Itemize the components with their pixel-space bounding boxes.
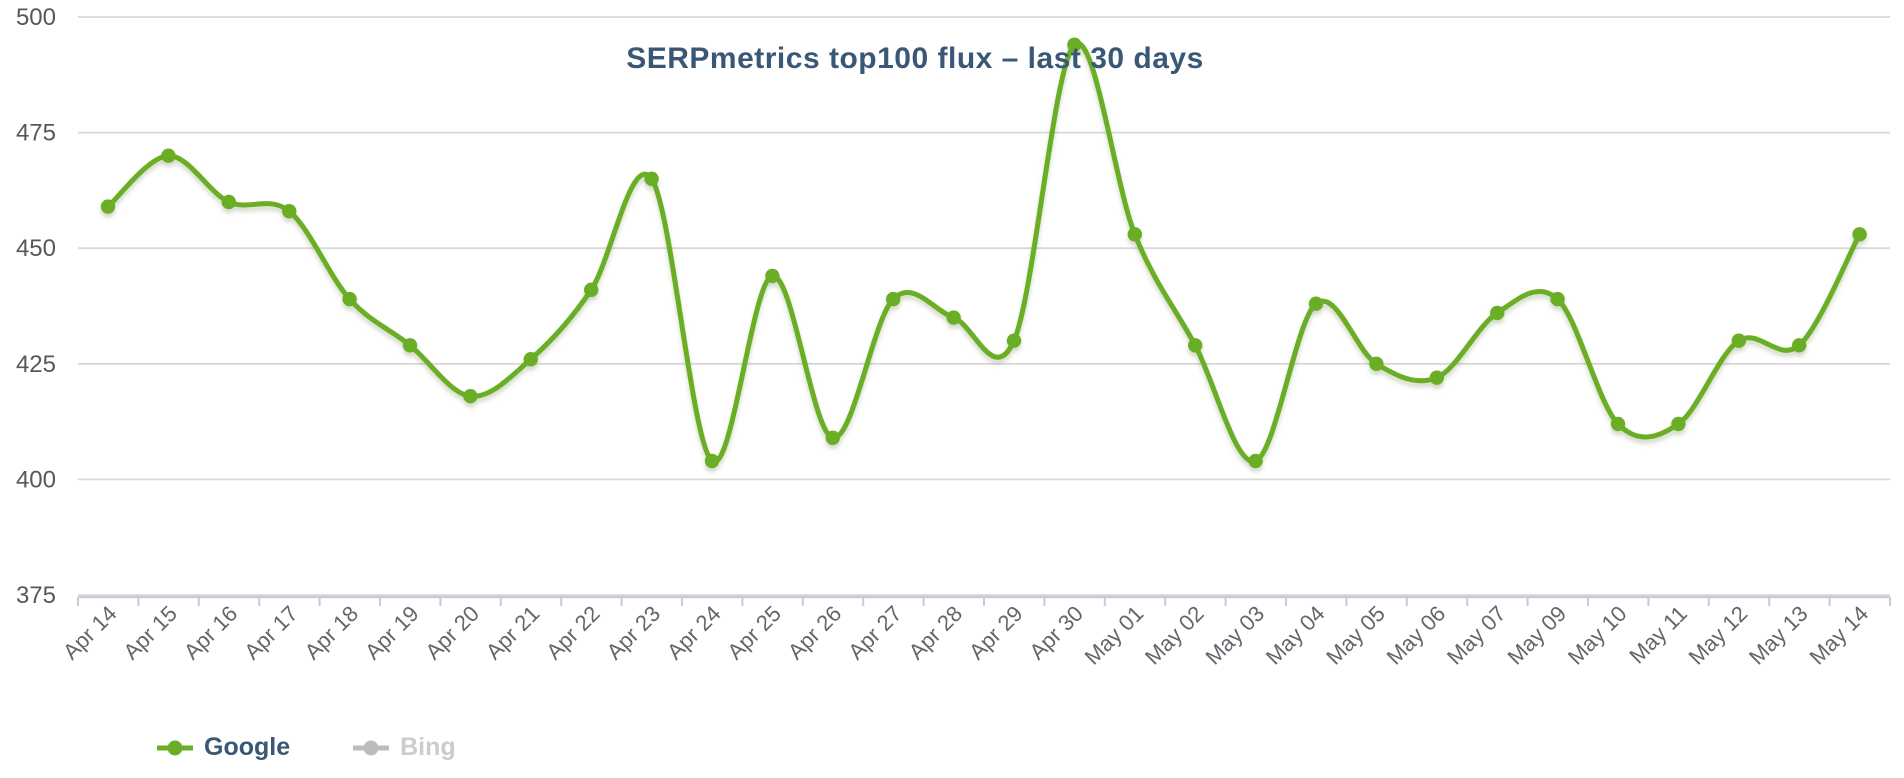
google-data-point[interactable] <box>1067 37 1082 52</box>
y-axis-label: 375 <box>16 582 56 609</box>
google-data-point[interactable] <box>704 453 720 469</box>
y-axis-label: 425 <box>16 351 56 378</box>
google-series <box>100 37 1867 469</box>
x-axis-label: May 06 <box>1382 601 1451 670</box>
google-data-point[interactable] <box>1490 305 1505 321</box>
x-axis-label: May 05 <box>1321 601 1390 670</box>
google-data-point[interactable] <box>523 351 538 367</box>
x-axis-label: Apr 30 <box>1024 601 1088 665</box>
x-axis-label: May 02 <box>1140 601 1209 670</box>
google-data-point[interactable] <box>946 310 961 325</box>
x-axis-label: May 04 <box>1261 601 1330 670</box>
x-axis-label: May 12 <box>1684 601 1753 670</box>
x-axis-label: Apr 16 <box>179 601 243 665</box>
legend-label-google: Google <box>204 733 291 761</box>
google-data-point[interactable] <box>100 199 116 214</box>
google-data-point[interactable] <box>221 194 236 210</box>
x-axis-label: Apr 29 <box>964 601 1028 665</box>
google-data-point[interactable] <box>1731 333 1747 348</box>
google-data-point[interactable] <box>463 388 478 404</box>
x-axis-label: Apr 15 <box>118 601 182 665</box>
x-axis-label: May 03 <box>1200 601 1269 670</box>
bing-series-marker-icon <box>353 740 390 755</box>
x-axis-label: Apr 23 <box>602 601 666 665</box>
x-axis-label: Apr 22 <box>541 601 605 665</box>
google-data-point[interactable] <box>825 430 840 445</box>
y-axis-label: 450 <box>16 235 56 262</box>
x-axis-label: Apr 17 <box>239 601 303 665</box>
x-axis-label: May 13 <box>1744 601 1813 670</box>
x-axis-label: Apr 18 <box>300 601 364 665</box>
chart-title: SERPmetrics top100 flux – last 30 days <box>626 42 1204 75</box>
google-data-point[interactable] <box>1188 338 1203 353</box>
x-axis-label: May 07 <box>1442 601 1511 670</box>
x-axis-label: May 10 <box>1563 601 1632 670</box>
google-data-point[interactable] <box>161 148 176 163</box>
x-axis-label: Apr 28 <box>904 601 968 665</box>
google-data-point[interactable] <box>1127 227 1143 242</box>
google-data-point[interactable] <box>1308 296 1324 311</box>
x-axis-label: Apr 25 <box>722 601 786 665</box>
google-data-point[interactable] <box>282 204 297 219</box>
legend-item-google[interactable]: Google <box>156 733 290 762</box>
x-axis-label: Apr 27 <box>843 601 907 665</box>
google-series-line <box>105 40 1863 465</box>
google-data-point[interactable] <box>886 291 901 307</box>
google-data-point[interactable] <box>1550 291 1565 307</box>
x-axis-label: May 11 <box>1624 601 1692 669</box>
google-data-point[interactable] <box>342 291 357 307</box>
legend-label-bing: Bing <box>400 733 456 761</box>
x-axis-label: Apr 20 <box>420 601 484 665</box>
google-data-point[interactable] <box>1369 356 1384 371</box>
google-data-point[interactable] <box>1610 416 1626 432</box>
x-axis-label: May 09 <box>1502 601 1571 670</box>
google-data-point[interactable] <box>1006 333 1022 348</box>
google-data-point[interactable] <box>1429 370 1445 385</box>
legend-item-bing[interactable]: Bing <box>352 733 456 762</box>
google-data-point[interactable] <box>1792 338 1807 353</box>
google-data-point[interactable] <box>765 268 780 284</box>
x-axis-label: May 14 <box>1804 601 1873 670</box>
google-data-point[interactable] <box>1248 453 1263 469</box>
google-data-point[interactable] <box>1852 227 1867 242</box>
google-data-point[interactable] <box>402 338 418 353</box>
google-series-marker-icon <box>157 740 193 755</box>
y-axis-label: 475 <box>16 120 56 147</box>
x-axis-label: Apr 21 <box>481 601 545 665</box>
x-axis-label: Apr 26 <box>783 601 847 665</box>
x-axis-label: Apr 24 <box>662 601 726 665</box>
google-data-point[interactable] <box>1671 416 1686 432</box>
y-axis-label: 500 <box>16 4 56 31</box>
google-data-point[interactable] <box>584 282 599 298</box>
x-axis-label: Apr 19 <box>360 601 424 665</box>
chart-legend: Google Bing <box>156 733 456 762</box>
x-axis-label: Apr 14 <box>58 601 122 665</box>
google-data-point[interactable] <box>644 171 659 187</box>
y-axis-label: 400 <box>16 466 56 493</box>
x-axis-label: May 01 <box>1080 601 1149 670</box>
